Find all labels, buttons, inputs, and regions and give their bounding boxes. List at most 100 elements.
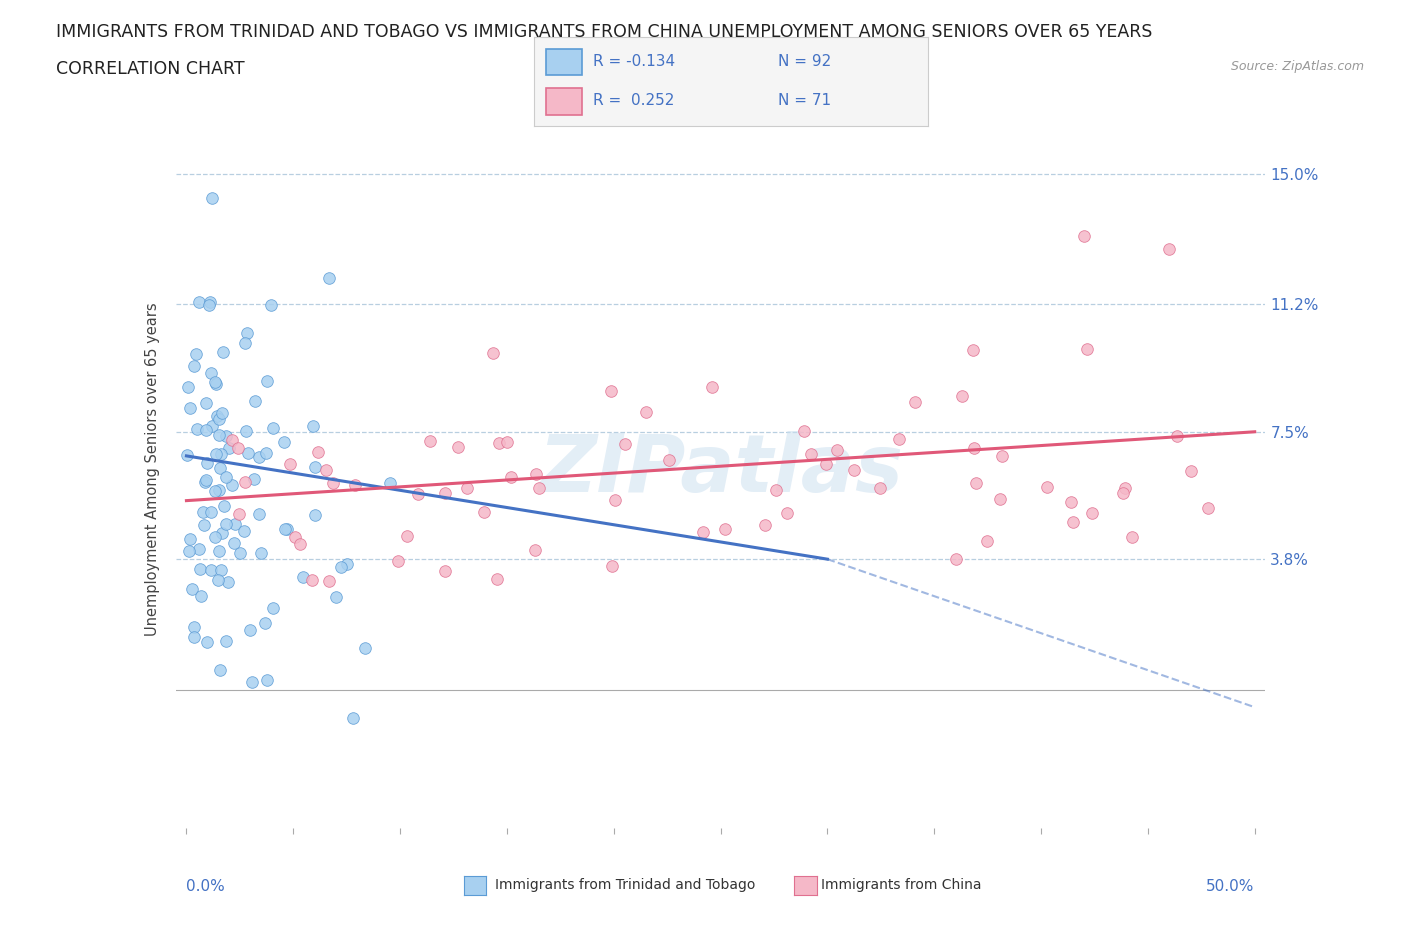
Point [889,432,911,446]
Point [419,433,441,448]
Point [304,459,326,474]
Point [183,630,205,644]
Point [209,446,232,461]
Point [186,421,208,436]
Point [330,560,353,575]
Text: R = -0.134: R = -0.134 [593,54,675,69]
Point [869,480,891,495]
Point [262,421,284,436]
Point [198,298,221,312]
Point [433,485,456,500]
Point [179,400,201,415]
Point [284,529,307,544]
Point [201,191,224,206]
Point [814,457,837,472]
Point [195,635,218,650]
Point [201,418,224,433]
Text: N = 92: N = 92 [779,54,831,69]
Text: 0.0%: 0.0% [187,880,225,895]
Point [292,569,315,584]
Point [945,551,967,566]
Point [232,524,254,538]
Point [190,589,212,604]
Point [1073,228,1095,243]
Point [212,498,235,513]
Point [658,453,681,468]
Point [844,462,866,477]
Point [228,507,250,522]
Point [354,641,377,656]
Point [302,419,325,434]
Point [600,383,623,398]
Point [603,493,626,508]
Point [976,534,998,549]
Point [273,434,295,449]
Point [184,347,207,362]
Point [177,379,200,394]
Point [488,435,510,450]
Point [191,504,214,519]
Point [1059,494,1081,509]
Point [524,467,547,482]
Point [195,472,218,487]
Point [236,445,259,460]
Point [195,422,218,437]
Text: IMMIGRANTS FROM TRINIDAD AND TOBAGO VS IMMIGRANTS FROM CHINA UNEMPLOYMENT AMONG : IMMIGRANTS FROM TRINIDAD AND TOBAGO VS I… [56,23,1153,41]
Point [1081,505,1104,520]
Point [634,405,657,419]
Point [602,558,624,573]
Point [236,326,259,340]
Point [614,436,637,451]
Text: CORRELATION CHART: CORRELATION CHART [56,60,245,78]
Point [180,581,202,596]
Point [249,546,271,561]
Text: R =  0.252: R = 0.252 [593,93,675,108]
Point [215,633,238,648]
Point [304,508,326,523]
Point [523,543,546,558]
Point [1166,429,1188,444]
Text: Immigrants from Trinidad and Tobago: Immigrants from Trinidad and Tobago [495,878,755,893]
Point [434,564,457,578]
Point [193,518,215,533]
Point [336,556,359,571]
Point [1159,242,1181,257]
Point [486,572,509,587]
Point [207,483,229,498]
Point [1180,463,1202,478]
Point [315,462,337,477]
FancyBboxPatch shape [546,88,582,115]
Point [253,616,276,631]
Point [342,711,364,725]
Point [256,672,278,687]
Point [274,522,297,537]
Point [208,411,231,426]
Point [212,344,235,359]
Point [218,441,240,456]
Point [387,553,409,568]
Point [217,575,239,590]
Point [247,449,270,464]
Point [242,674,264,689]
Point [198,294,221,309]
Point [209,461,232,476]
Point [290,537,312,551]
Point [224,516,246,531]
Point [183,358,205,373]
Point [276,522,298,537]
Point [205,447,228,462]
Point [235,475,257,490]
Point [1036,480,1059,495]
Point [904,394,927,409]
Point [793,423,815,438]
Point [318,573,340,588]
Point [204,375,226,390]
Point [235,336,257,351]
Point [195,455,218,470]
Point [188,542,211,557]
Text: Source: ZipAtlas.com: Source: ZipAtlas.com [1230,60,1364,73]
Point [179,543,201,558]
Point [962,343,984,358]
Point [221,478,243,493]
Point [692,525,714,539]
